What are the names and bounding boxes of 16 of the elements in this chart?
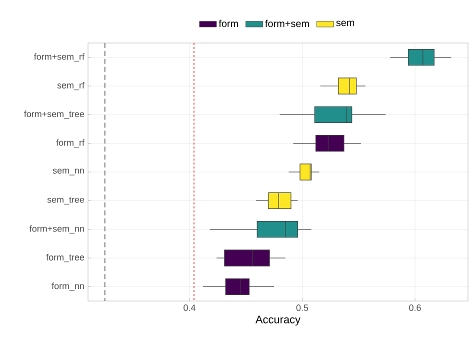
- y-tick-label: sem_nn: [52, 168, 84, 176]
- y-tick-label: form_rf: [56, 139, 84, 148]
- y-tick-label: form+sem_nn: [30, 225, 84, 234]
- legend-label: sem: [336, 20, 354, 26]
- y-tick-label: sem_rf: [57, 82, 84, 90]
- x-tick-label: 0.4: [184, 304, 196, 311]
- legend-label: form+sem: [265, 20, 309, 28]
- x-axis-title: Accuracy: [255, 316, 301, 326]
- y-tick-label: form+sem_rf: [34, 53, 84, 62]
- legend-label: form: [218, 20, 238, 28]
- y-tick-label: form+sem_tree: [24, 110, 84, 119]
- y-tick-label: form_tree: [46, 254, 84, 262]
- x-tick-label: 0.5: [296, 304, 308, 311]
- y-tick-label: sem_tree: [47, 196, 84, 204]
- y-tick-label: form_nn: [52, 282, 84, 291]
- x-tick-label: 0.6: [409, 304, 421, 311]
